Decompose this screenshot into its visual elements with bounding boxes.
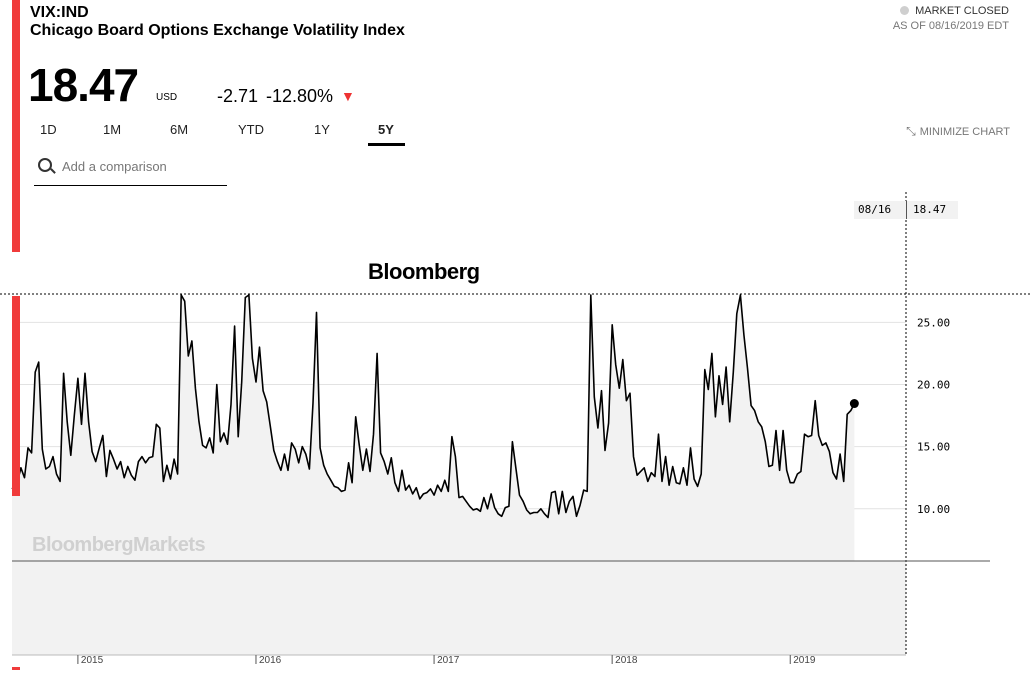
y-tick-label: 25.00 [917,316,950,329]
minimize-chart-button[interactable]: ⤡ MINIMIZE CHART [906,124,1010,139]
tooltip-date: 08/16 [858,203,892,216]
down-arrow-icon: ▼ [341,88,355,104]
price-value: 18.47 [28,59,139,111]
x-tick-label: 2016 [259,655,282,666]
status-dot-icon [900,6,910,15]
range-1d[interactable]: 1D [40,122,57,137]
series-line [11,294,856,519]
market-status-label: MARKET CLOSED [915,5,1009,17]
series-area [12,295,855,561]
y-tick-label: 10.00 [917,503,950,516]
active-range-underline [368,143,405,146]
lower-panel-background [12,561,906,655]
security-name: Chicago Board Options Exchange Volatilit… [30,22,405,39]
comparison-search [34,155,227,186]
range-1m[interactable]: 1M [103,122,122,137]
bloomberg-logo: Bloomberg [368,259,480,284]
axis-accent-marker [12,667,20,670]
accent-bar-lower [12,296,20,496]
bloomberg-markets-watermark: BloombergMarkets [32,534,206,556]
x-tick-label: 2015 [81,655,104,666]
last-value-point [849,399,859,409]
tooltip-divider [906,201,907,219]
minimize-icon: ⤡ [906,124,916,138]
x-tick-label: 2017 [437,655,460,666]
y-tick-label: 15.00 [917,441,950,454]
x-tick-label: 2019 [793,655,816,666]
x-tick-label: 2018 [615,655,638,666]
range-ytd[interactable]: YTD [238,122,264,137]
ticker-symbol: VIX:IND [30,4,89,21]
currency-label: USD [156,92,178,103]
range-6m[interactable]: 6M [170,122,189,137]
y-tick-label: 20.00 [917,378,950,391]
as-of-timestamp: AS OF 08/16/2019 EDT [892,20,1009,32]
range-5y[interactable]: 5Y [378,122,394,137]
accent-bar [12,0,20,252]
logo-band [0,253,1031,293]
comparison-search-input[interactable] [62,155,222,177]
market-status: MARKET CLOSED [900,5,1009,17]
price-change-percent: -12.80% [266,86,334,106]
tooltip-value: 18.47 [913,203,947,216]
minimize-chart-label: MINIMIZE CHART [919,126,1010,138]
price-change: -2.71 [217,86,259,106]
range-1y[interactable]: 1Y [314,122,330,137]
search-icon [38,158,52,172]
